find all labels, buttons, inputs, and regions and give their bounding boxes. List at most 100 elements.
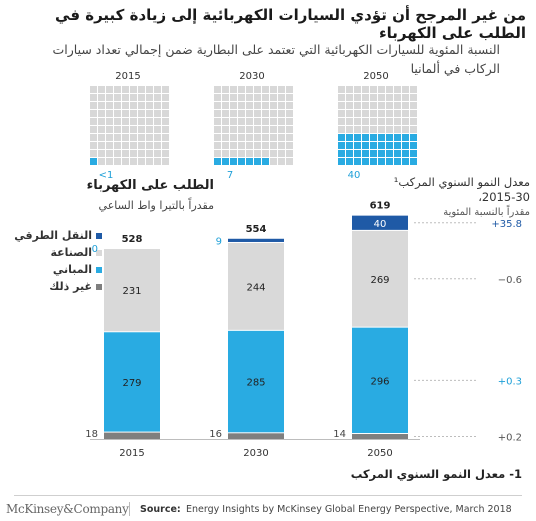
waffle-cell xyxy=(246,102,253,109)
waffle-cell xyxy=(122,94,129,101)
waffle-cell xyxy=(214,102,221,109)
waffle-cell xyxy=(386,142,393,149)
waffle-cell xyxy=(338,102,345,109)
waffle-cell xyxy=(162,150,169,157)
waffle-cell xyxy=(378,86,385,93)
waffle-cell xyxy=(130,118,137,125)
waffle-cell xyxy=(130,94,137,101)
waffle-cell xyxy=(230,150,237,157)
waffle-cell xyxy=(378,110,385,117)
waffle-cell xyxy=(410,158,417,165)
waffle-cell xyxy=(146,94,153,101)
waffle-cell xyxy=(362,86,369,93)
waffle-cell xyxy=(114,94,121,101)
waffle-cell xyxy=(386,110,393,117)
waffle-cell xyxy=(238,110,245,117)
source-label: Source: xyxy=(140,504,181,515)
waffle-cell xyxy=(230,118,237,125)
waffle-cell xyxy=(238,158,245,165)
waffle-cell xyxy=(90,86,97,93)
waffle-cell xyxy=(262,110,269,117)
waffle-cell xyxy=(254,102,261,109)
waffle-cell xyxy=(286,118,293,125)
waffle-cell xyxy=(222,118,229,125)
waffle-cell xyxy=(410,110,417,117)
waffle-cell xyxy=(230,158,237,165)
waffle-cell xyxy=(286,86,293,93)
waffle-cell xyxy=(410,86,417,93)
waffle-cell xyxy=(98,110,105,117)
waffle-year-label: 2015 xyxy=(115,71,141,82)
waffle-cell xyxy=(238,118,245,125)
waffle-cell xyxy=(346,142,353,149)
waffle-cell xyxy=(362,126,369,133)
waffle-cell xyxy=(270,118,277,125)
waffle-cell xyxy=(154,102,161,109)
waffle-cell xyxy=(370,158,377,165)
waffle-cell xyxy=(90,150,97,157)
waffle-cell xyxy=(354,134,361,141)
waffle-cell xyxy=(254,86,261,93)
waffle-cell xyxy=(114,158,121,165)
waffle-cell xyxy=(354,158,361,165)
waffle-cell xyxy=(362,94,369,101)
waffle-cell xyxy=(354,118,361,125)
waffle-cell xyxy=(114,102,121,109)
x-tick-label: 2050 xyxy=(367,448,392,459)
waffle-cell xyxy=(214,94,221,101)
page-title: من غير المرجح أن تؤدي السيارات الكهربائي… xyxy=(55,6,526,42)
waffle-cell xyxy=(410,142,417,149)
waffle-cell xyxy=(122,86,129,93)
bar-segment xyxy=(352,327,408,434)
waffle-cell xyxy=(394,86,401,93)
waffle-subtitle: النسبة المئوية للسيارات الكهربائية التي … xyxy=(52,42,501,76)
demand-title: الطلب على الكهرباء xyxy=(86,178,214,193)
waffle-cell xyxy=(378,126,385,133)
segment-label: 18 xyxy=(85,429,98,440)
waffle-cell xyxy=(338,118,345,125)
waffle-cell xyxy=(238,126,245,133)
waffle-percent-label: 7 xyxy=(226,170,234,181)
waffle-cell xyxy=(138,126,145,133)
waffle-cell xyxy=(346,110,353,117)
waffle-cell xyxy=(410,150,417,157)
segment-label: 0 xyxy=(92,244,98,255)
waffle-cell xyxy=(130,150,137,157)
waffle-cell xyxy=(354,126,361,133)
waffle-cell xyxy=(246,150,253,157)
waffle-cell xyxy=(146,142,153,149)
waffle-cell xyxy=(162,142,169,149)
waffle-cell xyxy=(146,86,153,93)
waffle-cell xyxy=(262,86,269,93)
waffle-cell xyxy=(386,134,393,141)
bar-total-label: 528 xyxy=(122,234,143,245)
waffle-cell xyxy=(90,110,97,117)
waffle-cell xyxy=(370,142,377,149)
segment-label: 40 xyxy=(374,219,387,230)
waffle-cell xyxy=(338,150,345,157)
waffle-cell xyxy=(362,110,369,117)
waffle-cell xyxy=(130,142,137,149)
waffle-cell xyxy=(246,118,253,125)
waffle-grid xyxy=(214,86,293,165)
waffle-cell xyxy=(410,134,417,141)
bar-segment xyxy=(352,434,408,439)
waffle-cell xyxy=(130,158,137,165)
waffle-cell xyxy=(138,110,145,117)
waffle-percent-label: <1 xyxy=(98,170,114,181)
waffle-cell xyxy=(386,158,393,165)
bar-segment xyxy=(228,242,284,330)
logo-separator xyxy=(129,502,130,516)
waffle-cell xyxy=(106,126,113,133)
bar-segment xyxy=(352,215,408,230)
waffle-cell xyxy=(154,158,161,165)
mckinsey-logo: McKinsey&Company xyxy=(6,502,129,516)
growth-rate-label: +35.8 xyxy=(491,219,522,230)
waffle-cell xyxy=(394,158,401,165)
waffle-cell xyxy=(378,134,385,141)
waffle-cell xyxy=(402,158,409,165)
waffle-cell xyxy=(402,110,409,117)
waffle-cell xyxy=(114,134,121,141)
waffle-cell xyxy=(90,158,97,165)
waffle-percent-label: 40 xyxy=(347,170,361,181)
